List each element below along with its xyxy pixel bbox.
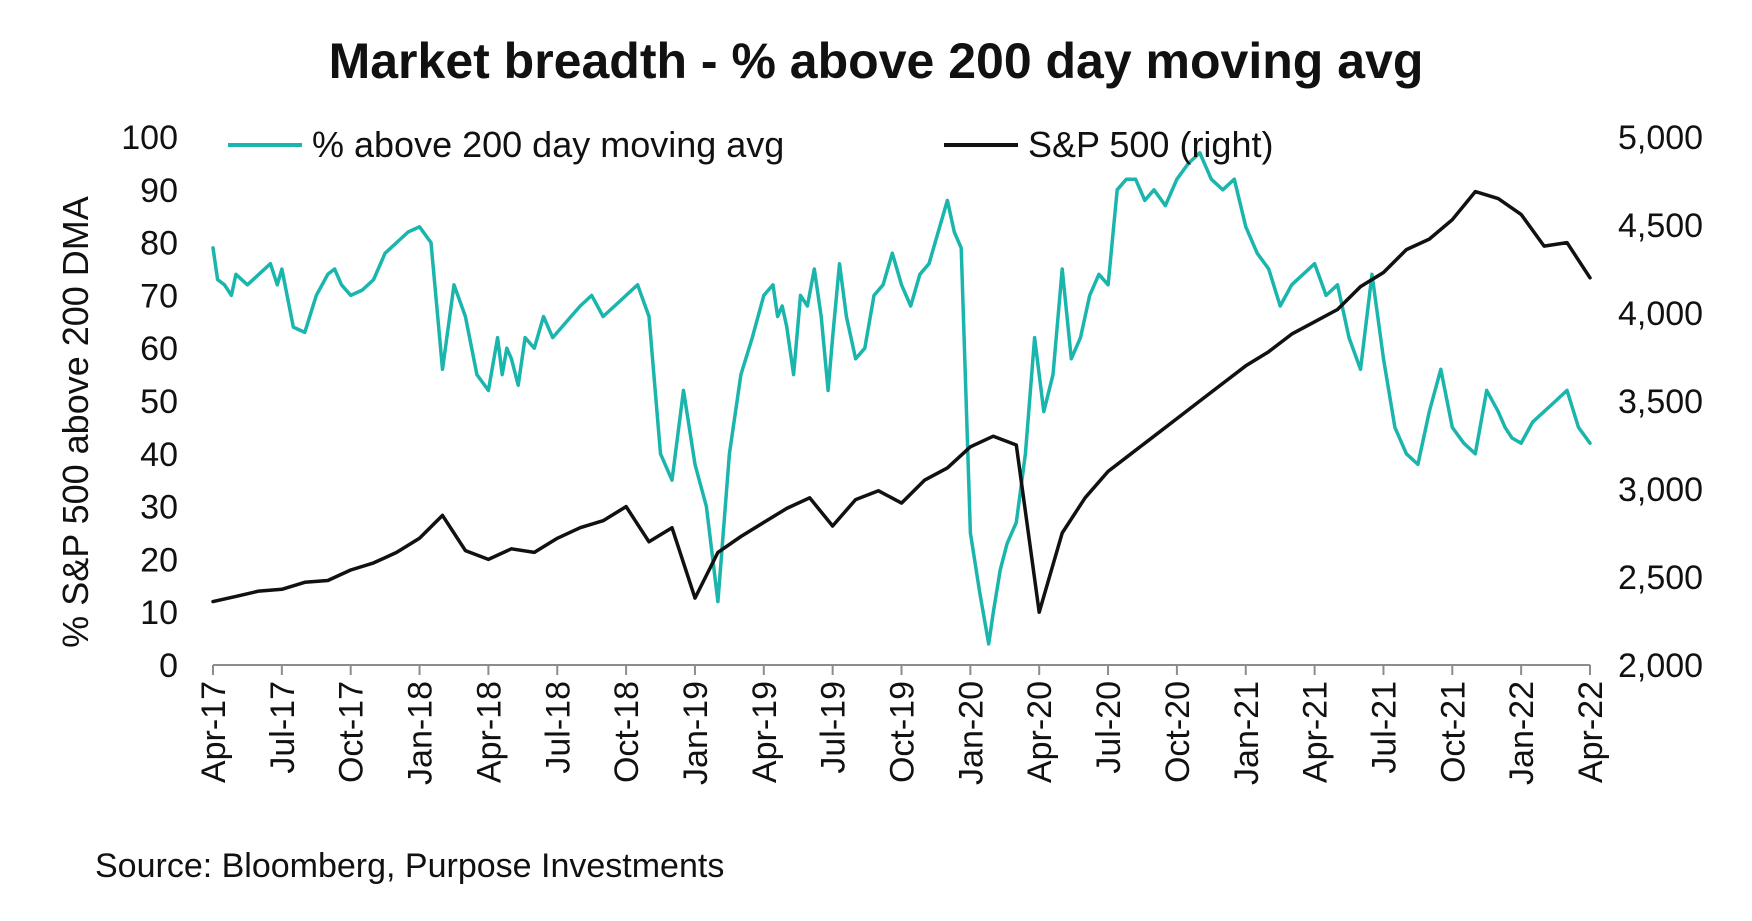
x-tick-label: Oct-17 [333,681,371,783]
left-tick-label: 60 [140,330,178,368]
left-tick-label: 10 [140,594,178,632]
x-tick-label: Apr-20 [1021,681,1059,783]
x-axis: Apr-17 Jul-17 Oct-17 Jan-18 Apr-18 Jul-18 Oct-… [195,664,1610,785]
x-tick-label: Jul-17 [264,681,302,774]
series-lines [211,151,1592,646]
x-tick-label: Apr-22 [1572,681,1610,783]
left-tick-label: 50 [140,383,178,421]
left-axis-title: % S&P 500 above 200 DMA [55,196,96,648]
right-tick-label: 3,500 [1618,383,1703,421]
left-tick-label: 80 [140,225,178,263]
left-tick-label: 90 [140,172,178,210]
right-tick-label: 4,000 [1618,295,1703,333]
x-tick-label: Jul-18 [539,681,577,774]
right-tick-label: 2,500 [1618,559,1703,597]
legend-label-spx: S&P 500 (right) [1028,124,1273,165]
x-tick-label: Apr-21 [1297,681,1335,783]
x-tick-label: Jan-22 [1503,681,1541,785]
x-tick-label: Jan-20 [952,681,990,785]
legend: % above 200 day moving avg S&P 500 (righ… [228,124,1273,165]
left-axis-tick-labels: 0 10 20 30 40 50 60 70 80 90 100 [121,119,178,685]
x-tick-label: Oct-20 [1159,681,1197,783]
x-tick-label: Jul-21 [1365,681,1403,774]
right-axis-tick-labels: 2,000 2,500 3,000 3,500 4,000 4,500 5,000 [1618,119,1703,685]
x-tick-label: Apr-17 [195,681,233,783]
x-tick-label: Oct-21 [1434,681,1472,783]
right-tick-label: 3,000 [1618,471,1703,509]
x-tick-label: Jan-19 [677,681,715,785]
left-tick-label: 0 [159,647,178,685]
x-tick-label: Jul-19 [815,681,853,774]
x-tick-label: Oct-18 [608,681,646,783]
breadth-series-line [211,151,1592,646]
right-tick-label: 5,000 [1618,119,1703,157]
chart-title: Market breadth - % above 200 day moving … [329,33,1424,89]
x-tick-label: Jul-20 [1090,681,1128,774]
right-tick-label: 4,500 [1618,207,1703,245]
source-note: Source: Bloomberg, Purpose Investments [95,847,724,885]
spx-series-line [211,189,1592,614]
left-tick-label: 30 [140,489,178,527]
left-tick-label: 20 [140,541,178,579]
left-tick-label: 70 [140,277,178,315]
left-tick-label: 100 [121,119,178,157]
x-tick-label: Apr-19 [746,681,784,783]
right-tick-label: 2,000 [1618,647,1703,685]
x-tick-label: Jan-21 [1228,681,1266,785]
x-tick-label: Apr-18 [470,681,508,783]
x-tick-label: Jan-18 [402,681,440,785]
legend-label-breadth: % above 200 day moving avg [312,124,784,165]
x-tick-label: Oct-19 [884,681,922,783]
left-tick-label: 40 [140,436,178,474]
